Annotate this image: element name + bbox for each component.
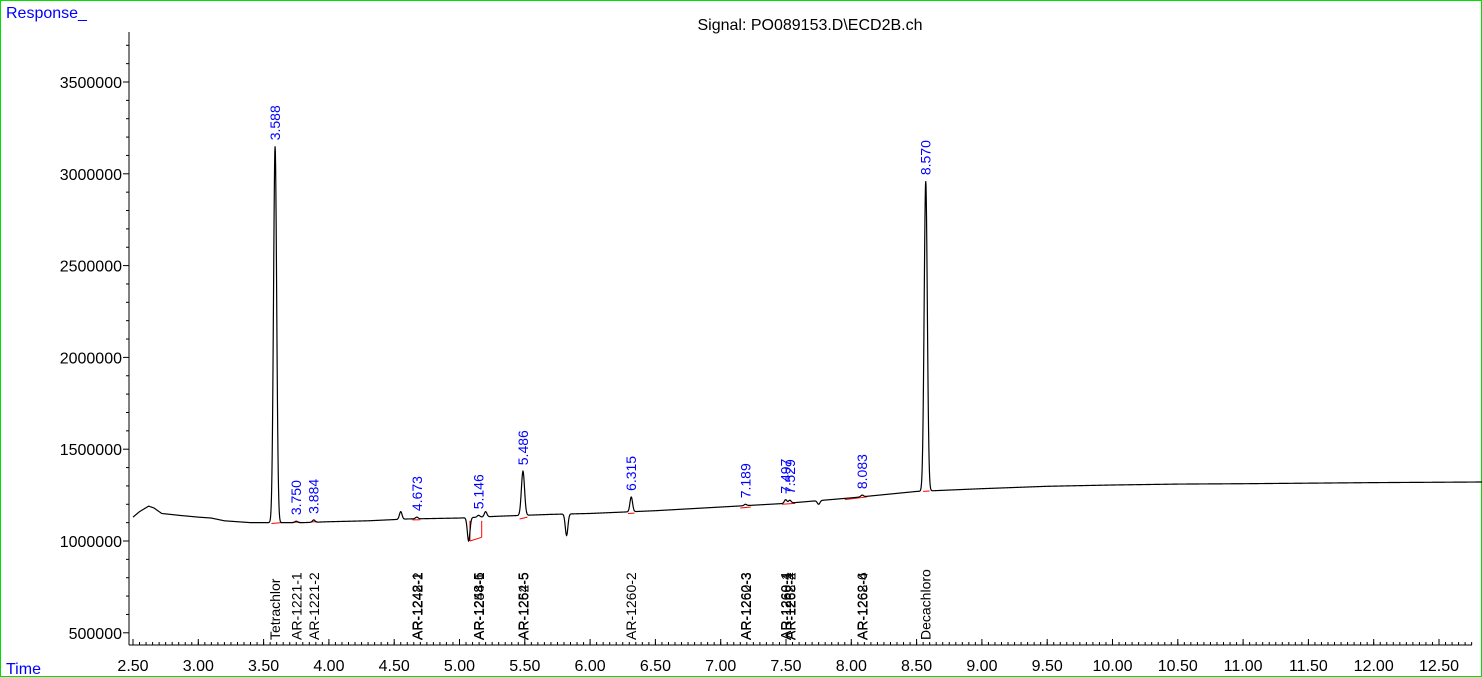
peak-rt-label: 5.146 — [471, 474, 487, 509]
compound-label: Tetrachlor — [267, 578, 283, 640]
compound-label: Decachloro — [918, 569, 934, 640]
compound-label: AR-1254-5 — [515, 572, 531, 640]
compound-labels: Tetrachlor AR-1221-1 AR-1221-2 AR-1242-1AR-… — [267, 569, 934, 640]
compound-label: AR-1268-4 — [855, 572, 871, 640]
compound-label: AR-1248-1 — [409, 572, 425, 640]
peak-rt-label: 5.486 — [515, 430, 531, 465]
compound-label: AR-1260-4 — [778, 572, 794, 640]
compound-label: AR-1248-5 — [471, 572, 487, 640]
peak-rt-label: 8.083 — [854, 454, 870, 489]
x-tick-label: 10.00 — [1092, 658, 1132, 675]
x-tick-label: 11.50 — [1289, 658, 1328, 675]
y-ticks: 500000 1000000 1500000 2000000 2500000 300000… — [60, 44, 129, 643]
compound-label: AR-1262-5 — [516, 572, 532, 640]
peak-rt-label: 8.570 — [918, 140, 934, 175]
compound-label: AR-1262-3 — [738, 572, 754, 640]
integration-baseline — [844, 496, 868, 501]
x-tick-label: 4.50 — [379, 658, 410, 675]
x-tick-label: 3.50 — [248, 658, 279, 675]
x-tick-label: 9.50 — [1032, 658, 1063, 675]
y-tick-label: 1500000 — [60, 442, 122, 459]
integration-baselines — [271, 490, 930, 542]
integration-baseline — [271, 522, 282, 525]
compound-label: AR-1268-1 — [778, 572, 794, 640]
peak-rt-label: 7.189 — [737, 463, 753, 498]
compound-label: AR-1221-2 — [306, 572, 322, 640]
x-tick-label: 7.00 — [705, 658, 736, 675]
x-tick-label: 11.00 — [1224, 658, 1263, 675]
compound-label: AR-1242-2 — [409, 572, 425, 640]
y-tick-label: 1000000 — [60, 534, 122, 551]
integration-baseline — [782, 502, 796, 505]
x-tick-label: 7.50 — [770, 658, 801, 675]
x-tick-label: 10.50 — [1158, 658, 1198, 675]
compound-label: AR-1221-1 — [288, 572, 304, 640]
peak-rt-label: 4.673 — [409, 476, 425, 511]
peak-rt-label: 7.497 — [778, 458, 794, 493]
compound-label: AR-1254-1 — [471, 572, 487, 640]
x-tick-label: 9.00 — [966, 658, 997, 675]
response-axis-label: Response_ — [6, 5, 88, 22]
y-tick-label: 500000 — [69, 626, 122, 643]
x-tick-label: 4.00 — [313, 658, 344, 675]
y-tick-label: 2000000 — [60, 350, 122, 367]
integration-baseline — [740, 506, 751, 509]
compound-label: AR-1260-2 — [623, 572, 639, 640]
compound-label: AR-1260-3 — [737, 572, 753, 640]
x-tick-label: 12.50 — [1419, 658, 1459, 675]
signal-trace — [132, 146, 1482, 543]
integration-baseline — [519, 516, 528, 520]
compound-label: AR-1242-1 — [409, 572, 425, 640]
x-ticks: 2.50 3.00 3.50 4.00 4.50 5.00 5.50 6.00 6.50 7.00… — [117, 639, 1473, 675]
signal-title: Signal: PO089153.D\ECD2B.ch — [697, 17, 922, 34]
compound-label: AR-1262-6 — [854, 572, 870, 640]
peak-rt-label: 3.750 — [288, 480, 304, 515]
y-tick-label: 3000000 — [60, 167, 122, 184]
peak-retention-labels: 3.588 3.750 3.884 4.673 5.146 5.486 6.315 7.189… — [267, 105, 934, 515]
compound-label: AR-1262-4 — [782, 572, 798, 640]
x-tick-label: 12.00 — [1354, 658, 1394, 675]
x-tick-label: 8.50 — [901, 658, 932, 675]
x-tick-label: 6.50 — [640, 658, 671, 675]
y-tick-label: 2500000 — [60, 259, 122, 276]
x-tick-label: 8.00 — [836, 658, 867, 675]
integration-baseline — [469, 536, 482, 542]
peak-rt-label: 3.884 — [306, 479, 322, 514]
y-tick-label: 3500000 — [60, 75, 122, 92]
compound-label: AR-1248-6 — [471, 572, 487, 640]
x-tick-label: 5.00 — [444, 658, 475, 675]
x-tick-label: 3.00 — [183, 658, 214, 675]
compound-label: AR-1268-2 — [782, 572, 798, 640]
x-tick-label: 5.50 — [509, 658, 540, 675]
time-axis-label: Time — [6, 661, 41, 677]
x-tick-label: 6.00 — [575, 658, 606, 675]
x-tick-label: 2.50 — [117, 658, 148, 675]
peak-rt-label: 7.529 — [782, 459, 798, 494]
peak-rt-label: 3.588 — [267, 105, 283, 140]
peak-rt-label: 6.315 — [623, 456, 639, 491]
